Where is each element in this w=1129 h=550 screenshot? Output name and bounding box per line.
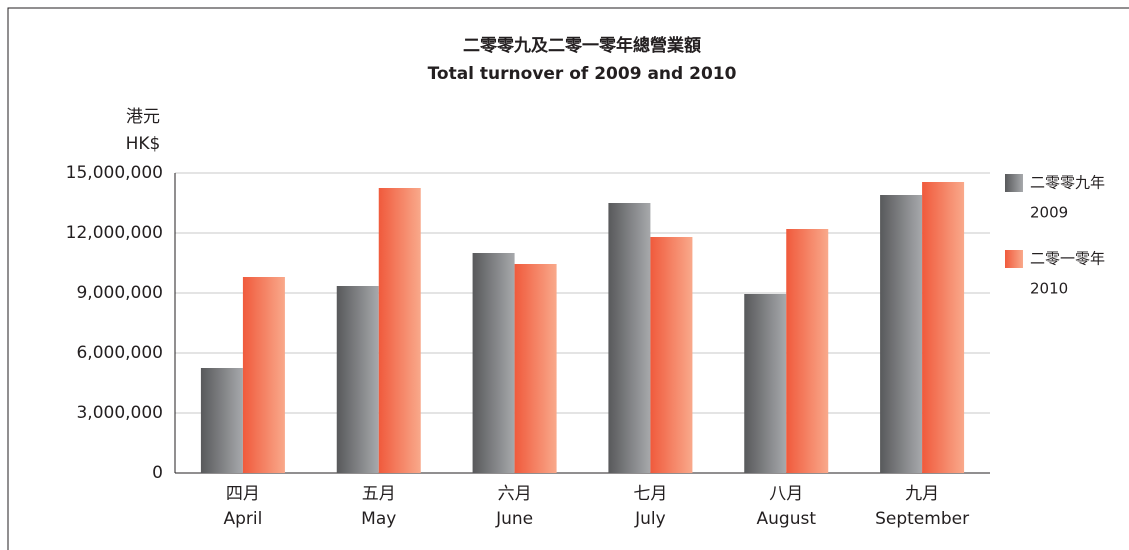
bar [336, 286, 379, 473]
legend-label: 2010 [1030, 280, 1068, 298]
bar [608, 203, 651, 473]
bar [378, 188, 421, 473]
x-tick-label: July [634, 509, 666, 529]
y-tick-label: 3,000,000 [76, 403, 163, 423]
y-axis-label: 港元 [126, 107, 160, 127]
y-tick-label: 0 [152, 463, 163, 483]
x-tick-label: May [361, 509, 396, 529]
y-tick-label: 12,000,000 [66, 223, 163, 243]
x-tick-label: 六月 [498, 484, 532, 504]
bar [200, 368, 243, 473]
bar [922, 182, 965, 473]
y-axis-label: HK$ [126, 134, 161, 154]
legend-swatch [1005, 174, 1023, 192]
x-tick-label: August [757, 509, 817, 529]
bar [650, 237, 693, 473]
x-tick-label: April [223, 509, 262, 529]
chart-title: 二零零九及二零一零年總營業額 [463, 35, 701, 56]
bar [744, 294, 787, 473]
x-tick-label: 四月 [226, 484, 260, 504]
legend-swatch [1005, 250, 1023, 268]
legend-label: 二零一零年 [1030, 250, 1105, 268]
chart-subtitle: Total turnover of 2009 and 2010 [428, 64, 737, 84]
y-tick-label: 6,000,000 [76, 343, 163, 363]
bar [786, 229, 829, 473]
x-tick-label: 五月 [362, 484, 396, 504]
x-tick-label: June [495, 509, 533, 529]
x-tick-label: September [875, 509, 969, 529]
legend-label: 2009 [1030, 204, 1068, 222]
bar [242, 277, 285, 473]
bar [514, 264, 557, 473]
x-tick-label: 七月 [633, 484, 667, 504]
y-tick-label: 9,000,000 [76, 283, 163, 303]
bar [880, 195, 923, 473]
x-tick-label: 九月 [905, 484, 939, 504]
bar [472, 253, 515, 473]
y-tick-label: 15,000,000 [66, 163, 163, 183]
legend-label: 二零零九年 [1030, 174, 1105, 192]
x-tick-label: 八月 [769, 484, 803, 504]
frame [7, 7, 1129, 550]
